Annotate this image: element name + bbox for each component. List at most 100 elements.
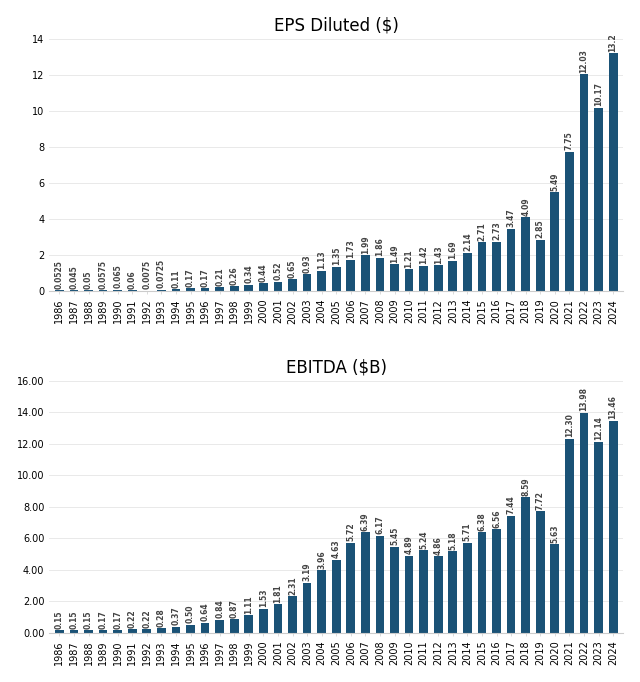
Bar <box>230 286 239 291</box>
Text: 7.72: 7.72 <box>536 491 545 509</box>
Text: 7.44: 7.44 <box>507 495 516 514</box>
Text: 5.49: 5.49 <box>550 173 559 191</box>
Text: 5.18: 5.18 <box>449 531 458 550</box>
Bar <box>463 252 472 291</box>
Bar <box>186 288 195 291</box>
Text: 12.03: 12.03 <box>579 49 589 73</box>
Bar <box>609 53 618 291</box>
Bar <box>172 627 180 633</box>
Bar <box>419 265 428 291</box>
Text: 1.49: 1.49 <box>390 244 399 263</box>
Bar <box>288 597 297 633</box>
Bar <box>550 192 559 291</box>
Text: 7.75: 7.75 <box>565 132 574 150</box>
Bar <box>390 265 399 291</box>
Text: 0.52: 0.52 <box>273 262 282 280</box>
Bar <box>404 269 413 291</box>
Bar <box>70 630 78 633</box>
Text: 4.63: 4.63 <box>332 539 340 559</box>
Text: 1.35: 1.35 <box>332 247 340 265</box>
Bar <box>419 550 428 633</box>
Text: 6.38: 6.38 <box>477 512 486 531</box>
Bar <box>522 497 530 633</box>
Text: 1.99: 1.99 <box>361 235 370 254</box>
Text: 0.34: 0.34 <box>244 265 253 284</box>
Bar <box>434 557 443 633</box>
Bar <box>288 280 297 291</box>
Text: 0.17: 0.17 <box>186 268 195 286</box>
Text: 5.71: 5.71 <box>463 522 472 542</box>
Text: 0.22: 0.22 <box>142 609 151 628</box>
Bar <box>594 108 603 291</box>
Text: 2.31: 2.31 <box>288 576 297 595</box>
Text: 1.81: 1.81 <box>273 584 282 603</box>
Text: 6.17: 6.17 <box>376 516 385 534</box>
Text: 0.05: 0.05 <box>84 270 93 288</box>
Bar <box>449 551 457 633</box>
Bar <box>172 289 180 291</box>
Bar <box>404 556 413 633</box>
Text: 13.98: 13.98 <box>579 387 589 411</box>
Bar <box>477 242 486 291</box>
Text: 0.93: 0.93 <box>303 254 312 273</box>
Text: 5.24: 5.24 <box>419 530 428 549</box>
Text: 0.0075: 0.0075 <box>142 261 151 289</box>
Text: 5.72: 5.72 <box>346 522 355 542</box>
Text: 0.06: 0.06 <box>128 270 137 288</box>
Bar <box>143 629 151 633</box>
Text: 0.28: 0.28 <box>157 608 166 627</box>
Bar <box>113 630 122 633</box>
Text: 0.11: 0.11 <box>172 269 180 288</box>
Bar <box>84 630 93 633</box>
Bar <box>259 283 268 291</box>
Text: 5.63: 5.63 <box>550 524 559 543</box>
Text: 0.17: 0.17 <box>200 268 209 286</box>
Text: 3.47: 3.47 <box>507 209 516 227</box>
Bar <box>113 290 122 291</box>
Bar <box>317 271 326 291</box>
Bar <box>550 544 559 633</box>
Text: 3.19: 3.19 <box>303 563 312 581</box>
Bar <box>434 265 443 291</box>
Bar <box>580 74 588 291</box>
Text: 0.37: 0.37 <box>172 607 180 625</box>
Text: 0.15: 0.15 <box>69 610 79 629</box>
Bar <box>244 285 253 291</box>
Text: 1.53: 1.53 <box>259 589 268 607</box>
Bar <box>492 529 501 633</box>
Bar <box>303 582 312 633</box>
Text: 1.13: 1.13 <box>317 251 326 269</box>
Text: 0.22: 0.22 <box>128 609 137 628</box>
Text: 10.17: 10.17 <box>594 83 603 106</box>
Bar <box>565 439 574 633</box>
Bar <box>99 290 108 291</box>
Bar <box>361 532 370 633</box>
Bar <box>128 290 136 291</box>
Bar <box>186 625 195 633</box>
Text: 6.56: 6.56 <box>492 509 501 528</box>
Text: 0.65: 0.65 <box>288 259 297 278</box>
Bar <box>565 151 574 291</box>
Text: 5.45: 5.45 <box>390 527 399 546</box>
Bar <box>449 261 457 291</box>
Bar <box>376 535 385 633</box>
Bar <box>303 274 312 291</box>
Text: 0.15: 0.15 <box>84 610 93 629</box>
Text: 0.0525: 0.0525 <box>55 260 64 288</box>
Text: 1.69: 1.69 <box>449 241 458 259</box>
Text: 1.21: 1.21 <box>404 249 413 268</box>
Bar <box>536 240 545 291</box>
Bar <box>244 615 253 633</box>
Bar <box>477 532 486 633</box>
Text: 4.89: 4.89 <box>404 535 413 554</box>
Text: 0.17: 0.17 <box>113 610 122 629</box>
Text: 2.85: 2.85 <box>536 220 545 238</box>
Text: 12.14: 12.14 <box>594 416 603 440</box>
Text: 0.0575: 0.0575 <box>99 260 108 288</box>
Text: 0.15: 0.15 <box>55 610 64 629</box>
Text: 0.64: 0.64 <box>200 603 209 621</box>
Bar <box>361 255 370 291</box>
Text: 0.50: 0.50 <box>186 605 195 623</box>
Title: EPS Diluted ($): EPS Diluted ($) <box>274 16 399 35</box>
Text: 0.84: 0.84 <box>215 599 224 618</box>
